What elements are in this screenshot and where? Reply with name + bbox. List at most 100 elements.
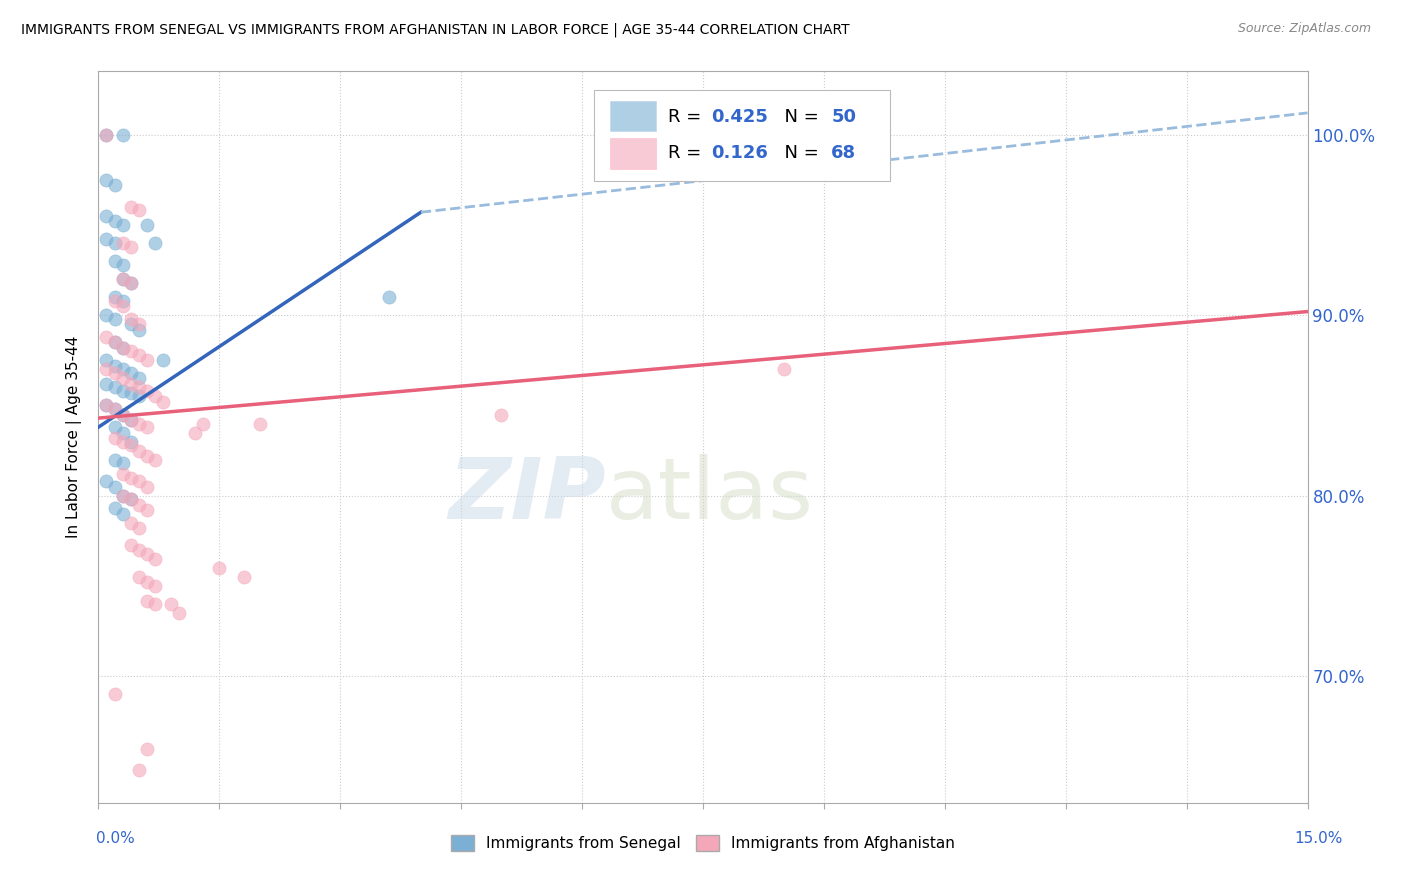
Point bbox=[135, 575, 157, 590]
Point bbox=[120, 471, 142, 485]
Point bbox=[232, 570, 254, 584]
Text: 0.0%: 0.0% bbox=[96, 831, 135, 846]
Point bbox=[103, 366, 125, 380]
Text: R =: R = bbox=[668, 108, 707, 126]
Point bbox=[96, 376, 118, 391]
Text: N =: N = bbox=[773, 145, 825, 162]
Point bbox=[128, 323, 150, 337]
Point bbox=[143, 452, 166, 467]
Point bbox=[120, 366, 142, 380]
Point bbox=[103, 420, 125, 434]
Point bbox=[491, 408, 513, 422]
Point bbox=[103, 402, 125, 417]
Point bbox=[128, 317, 150, 331]
Point bbox=[143, 579, 166, 593]
Point bbox=[208, 561, 231, 575]
Point bbox=[120, 311, 142, 326]
Point bbox=[128, 570, 150, 584]
Point bbox=[96, 172, 118, 186]
Point bbox=[103, 501, 125, 516]
Point bbox=[128, 203, 150, 218]
Point bbox=[96, 475, 118, 489]
FancyBboxPatch shape bbox=[610, 138, 655, 169]
Point bbox=[103, 335, 125, 350]
Point bbox=[377, 290, 399, 304]
Point bbox=[96, 209, 118, 223]
Point bbox=[111, 408, 134, 422]
Text: 50: 50 bbox=[831, 108, 856, 126]
Point bbox=[152, 395, 174, 409]
Text: 0.126: 0.126 bbox=[711, 145, 768, 162]
Point bbox=[111, 299, 134, 313]
Point bbox=[111, 341, 134, 355]
Point bbox=[111, 425, 134, 440]
Text: 15.0%: 15.0% bbox=[1295, 831, 1343, 846]
Point bbox=[111, 507, 134, 521]
Point bbox=[143, 552, 166, 566]
Point bbox=[135, 480, 157, 494]
Point bbox=[103, 335, 125, 350]
Point bbox=[120, 376, 142, 391]
Point bbox=[120, 537, 142, 551]
Point bbox=[103, 359, 125, 373]
Point bbox=[111, 272, 134, 286]
Legend: Immigrants from Senegal, Immigrants from Afghanistan: Immigrants from Senegal, Immigrants from… bbox=[444, 830, 962, 857]
Point bbox=[96, 399, 118, 413]
Text: atlas: atlas bbox=[606, 454, 814, 537]
Point bbox=[96, 353, 118, 368]
Point bbox=[120, 434, 142, 449]
Point bbox=[96, 330, 118, 344]
Point bbox=[135, 741, 157, 756]
Point bbox=[128, 389, 150, 403]
Point bbox=[135, 353, 157, 368]
Point bbox=[772, 362, 794, 376]
Point bbox=[143, 389, 166, 403]
Point bbox=[96, 362, 118, 376]
Point bbox=[103, 178, 125, 193]
Point bbox=[120, 344, 142, 359]
Point bbox=[135, 218, 157, 232]
Point bbox=[128, 443, 150, 458]
Point bbox=[184, 425, 207, 440]
Point bbox=[103, 431, 125, 445]
Point bbox=[120, 413, 142, 427]
Text: 68: 68 bbox=[831, 145, 856, 162]
Point bbox=[128, 348, 150, 362]
Point bbox=[111, 128, 134, 142]
Point bbox=[103, 688, 125, 702]
Point bbox=[128, 498, 150, 512]
Text: N =: N = bbox=[773, 108, 825, 126]
Point bbox=[96, 128, 118, 142]
Point bbox=[96, 232, 118, 246]
Point bbox=[135, 593, 157, 607]
Point bbox=[193, 417, 215, 431]
Point bbox=[135, 420, 157, 434]
Point bbox=[96, 399, 118, 413]
Point bbox=[135, 384, 157, 398]
Point bbox=[111, 293, 134, 308]
Point bbox=[167, 606, 190, 620]
Text: 0.425: 0.425 bbox=[711, 108, 768, 126]
Point bbox=[120, 438, 142, 452]
Text: R =: R = bbox=[668, 145, 707, 162]
Y-axis label: In Labor Force | Age 35-44: In Labor Force | Age 35-44 bbox=[66, 336, 83, 538]
Point bbox=[152, 353, 174, 368]
Point bbox=[120, 200, 142, 214]
Text: IMMIGRANTS FROM SENEGAL VS IMMIGRANTS FROM AFGHANISTAN IN LABOR FORCE | AGE 35-4: IMMIGRANTS FROM SENEGAL VS IMMIGRANTS FR… bbox=[21, 22, 849, 37]
Point bbox=[135, 547, 157, 561]
Point bbox=[135, 503, 157, 517]
Point bbox=[111, 489, 134, 503]
Point bbox=[128, 371, 150, 385]
Point bbox=[111, 362, 134, 376]
Point bbox=[128, 764, 150, 778]
FancyBboxPatch shape bbox=[610, 101, 655, 131]
Point bbox=[111, 408, 134, 422]
Point bbox=[103, 452, 125, 467]
Point bbox=[111, 384, 134, 398]
Point bbox=[120, 413, 142, 427]
Point bbox=[120, 385, 142, 400]
Point bbox=[120, 492, 142, 507]
Point bbox=[111, 467, 134, 482]
Point bbox=[111, 434, 134, 449]
Point bbox=[120, 492, 142, 507]
